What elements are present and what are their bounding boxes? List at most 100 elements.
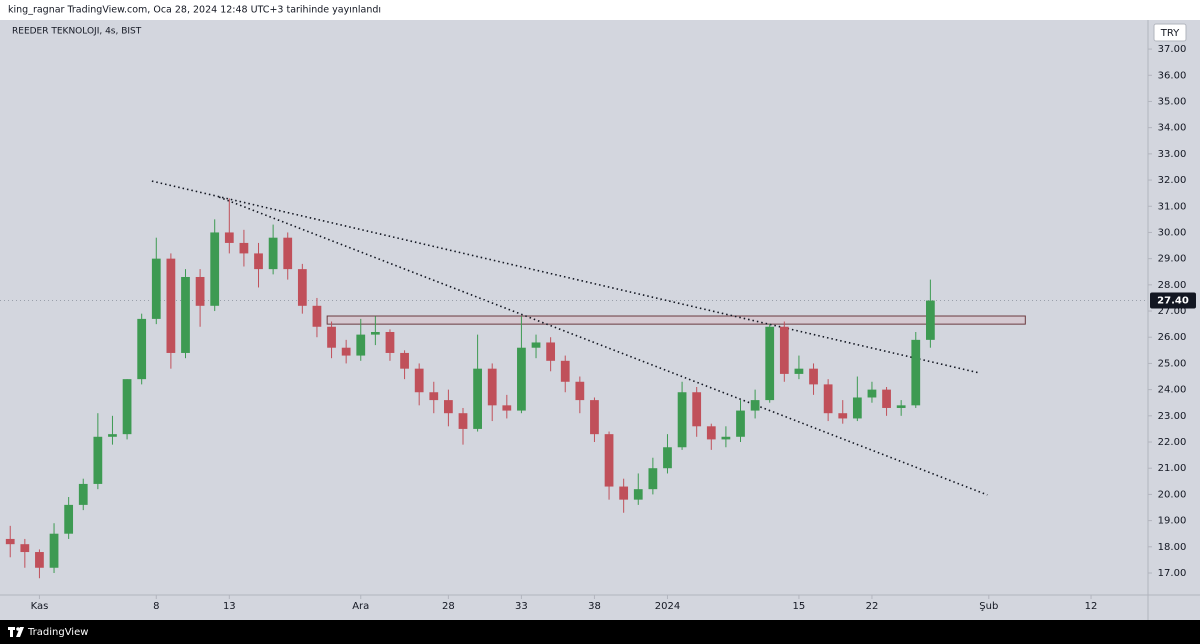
candle-body <box>458 413 468 429</box>
x-tick-label: 15 <box>793 601 806 612</box>
candle-body <box>794 368 804 374</box>
x-tick-label: 8 <box>153 601 159 612</box>
candle-body <box>590 400 599 435</box>
y-tick-label: 26.00 <box>1158 332 1187 343</box>
candle-body <box>341 347 351 356</box>
last-price-badge <box>1150 292 1196 309</box>
x-tick-label: 13 <box>223 601 236 612</box>
x-tick-label: Şub <box>979 601 998 612</box>
candle-body <box>254 253 263 270</box>
candle-body <box>706 426 716 440</box>
currency-box <box>1153 23 1187 42</box>
y-tick-label: 36.00 <box>1158 70 1187 81</box>
candle-body <box>195 276 205 306</box>
candle-body <box>297 269 307 306</box>
candle-body <box>648 468 658 490</box>
header-text: king_ragnar TradingView.com, Oca 28, 202… <box>8 5 381 16</box>
candle-body <box>750 400 760 411</box>
candle-body <box>531 342 541 348</box>
candle-body <box>896 405 906 408</box>
candle-body <box>49 533 59 568</box>
candle-body <box>78 483 88 505</box>
y-tick-label: 17.00 <box>1158 568 1187 579</box>
candle-body <box>633 489 643 500</box>
candle-body <box>108 434 117 437</box>
candle-body <box>93 436 103 484</box>
y-tick-label: 21.00 <box>1158 463 1187 474</box>
candle-body <box>122 379 132 435</box>
candle-body <box>20 544 30 553</box>
candle-body <box>151 258 161 319</box>
currency: TRY <box>1160 28 1180 39</box>
y-tick-label: 31.00 <box>1158 201 1187 212</box>
candle-body <box>619 486 629 500</box>
candle-body <box>444 400 453 414</box>
candle-body <box>429 392 439 401</box>
candle-body <box>473 368 482 429</box>
candle-body <box>721 436 731 440</box>
candle-body <box>852 397 862 419</box>
candle-body <box>809 368 818 385</box>
header-bar <box>0 0 1200 20</box>
y-tick-label: 18.00 <box>1158 542 1187 553</box>
candle-body <box>663 447 672 469</box>
x-tick-label: 33 <box>515 601 528 612</box>
x-tick-label: 38 <box>588 601 601 612</box>
candle-body <box>604 434 614 487</box>
candle-body <box>327 326 336 348</box>
candle-body <box>181 276 190 353</box>
y-tick-label: 37.00 <box>1158 44 1187 55</box>
candle-body <box>356 334 366 356</box>
y-tick-label: 34.00 <box>1158 123 1187 134</box>
candle-body <box>166 258 176 353</box>
y-tick-label: 32.00 <box>1158 175 1187 186</box>
y-tick-label: 29.00 <box>1158 254 1187 265</box>
candle-body <box>239 242 249 254</box>
candle-body <box>414 368 424 393</box>
candle-body <box>677 392 687 448</box>
candle-body <box>882 389 891 408</box>
candle-body <box>546 342 556 361</box>
x-tick-label: 2024 <box>655 601 680 612</box>
candle-body <box>779 326 789 374</box>
y-tick-label: 28.00 <box>1158 280 1187 291</box>
candle-body <box>35 552 44 568</box>
y-tick-label: 23.00 <box>1158 411 1187 422</box>
candle-body <box>137 318 147 380</box>
last-price-label: 27.40 <box>1157 296 1189 307</box>
candle-body <box>575 381 585 401</box>
y-tick-label: 24.00 <box>1158 385 1187 396</box>
candle-body <box>370 331 380 335</box>
candle-body <box>736 410 745 437</box>
candle-body <box>312 305 322 327</box>
candle-body <box>487 368 497 406</box>
candle-body <box>692 392 702 427</box>
y-tick-label: 27.00 <box>1158 306 1187 317</box>
y-tick-label: 22.00 <box>1158 437 1187 448</box>
candle-body <box>283 237 293 270</box>
y-tick-label: 19.00 <box>1158 516 1187 527</box>
candle-body <box>911 339 921 406</box>
candle-body <box>765 326 775 401</box>
candle-body <box>867 389 877 398</box>
y-tick-label: 25.00 <box>1158 358 1187 369</box>
candle-body <box>502 405 512 411</box>
x-tick-label: Kas <box>31 601 49 612</box>
candle-body <box>5 538 15 545</box>
x-tick-label: 12 <box>1085 601 1098 612</box>
candle-body <box>385 331 395 353</box>
resistance-zone <box>326 315 1026 325</box>
y-tick-label: 20.00 <box>1158 489 1187 500</box>
candle-body <box>268 237 278 270</box>
candle-body <box>224 232 234 243</box>
y-tick-label: 30.00 <box>1158 227 1187 238</box>
candle-body <box>823 384 833 414</box>
footer-brand: TradingView <box>27 627 88 638</box>
y-tick-label: 35.00 <box>1158 96 1187 107</box>
candle-body <box>517 347 526 411</box>
candle-body <box>64 504 74 534</box>
candle-body <box>400 352 409 369</box>
candle-body <box>925 300 935 340</box>
candle-body <box>210 232 220 306</box>
